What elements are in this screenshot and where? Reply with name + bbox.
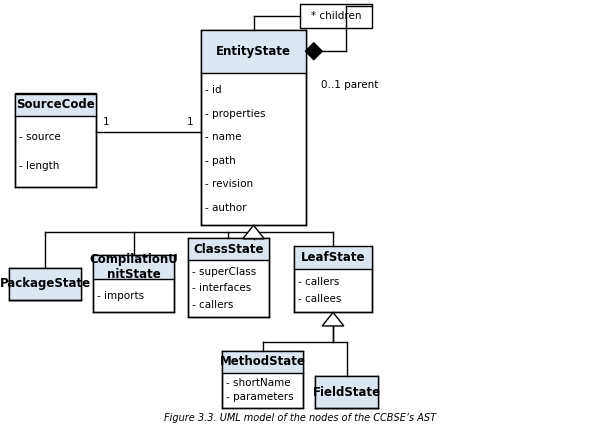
Bar (315, 376, 378, 408)
Text: - name: - name (205, 132, 242, 142)
Text: FieldState: FieldState (313, 385, 380, 399)
Bar (188, 238, 269, 260)
Text: 1: 1 (103, 116, 110, 127)
Text: EntityState: EntityState (216, 45, 291, 58)
Text: - shortName: - shortName (226, 378, 291, 388)
Polygon shape (322, 312, 344, 326)
Text: - parameters: - parameters (226, 392, 294, 402)
Bar (9, 268, 81, 300)
Text: * children: * children (311, 11, 361, 21)
Text: Figure 3.3. UML model of the nodes of the CCBSE’s AST: Figure 3.3. UML model of the nodes of th… (164, 413, 436, 423)
Text: - revision: - revision (205, 179, 253, 189)
Bar (201, 30, 306, 73)
Text: PackageState: PackageState (0, 277, 91, 290)
Bar (201, 30, 306, 225)
Text: - superClass: - superClass (192, 267, 256, 277)
Text: CompilationU
nitState: CompilationU nitState (89, 253, 178, 281)
Text: - author: - author (205, 203, 247, 212)
Text: - imports: - imports (97, 291, 145, 301)
Bar (93, 255, 174, 312)
Text: - id: - id (205, 85, 222, 95)
Bar (294, 246, 372, 269)
Text: 1: 1 (187, 116, 194, 127)
Text: LeafState: LeafState (301, 251, 365, 264)
Text: - path: - path (205, 156, 236, 166)
Bar (300, 4, 372, 28)
Bar (315, 376, 378, 408)
Bar (222, 351, 303, 373)
Bar (15, 94, 96, 116)
Text: - callers: - callers (192, 300, 233, 309)
Polygon shape (305, 43, 322, 60)
Text: - callers: - callers (298, 277, 340, 287)
Text: ClassState: ClassState (193, 243, 263, 255)
Text: - interfaces: - interfaces (192, 283, 251, 293)
Bar (9, 268, 81, 300)
Bar (93, 255, 174, 279)
Text: SourceCode: SourceCode (16, 98, 95, 111)
Text: - source: - source (19, 132, 61, 142)
Polygon shape (242, 225, 265, 239)
Text: - length: - length (19, 161, 59, 170)
Bar (15, 94, 96, 187)
Bar (222, 351, 303, 408)
Text: - callees: - callees (298, 294, 341, 304)
Bar (294, 246, 372, 312)
Text: 0..1 parent: 0..1 parent (321, 80, 379, 90)
Bar (188, 238, 269, 317)
Text: - properties: - properties (205, 109, 266, 119)
Text: MethodState: MethodState (220, 355, 305, 368)
